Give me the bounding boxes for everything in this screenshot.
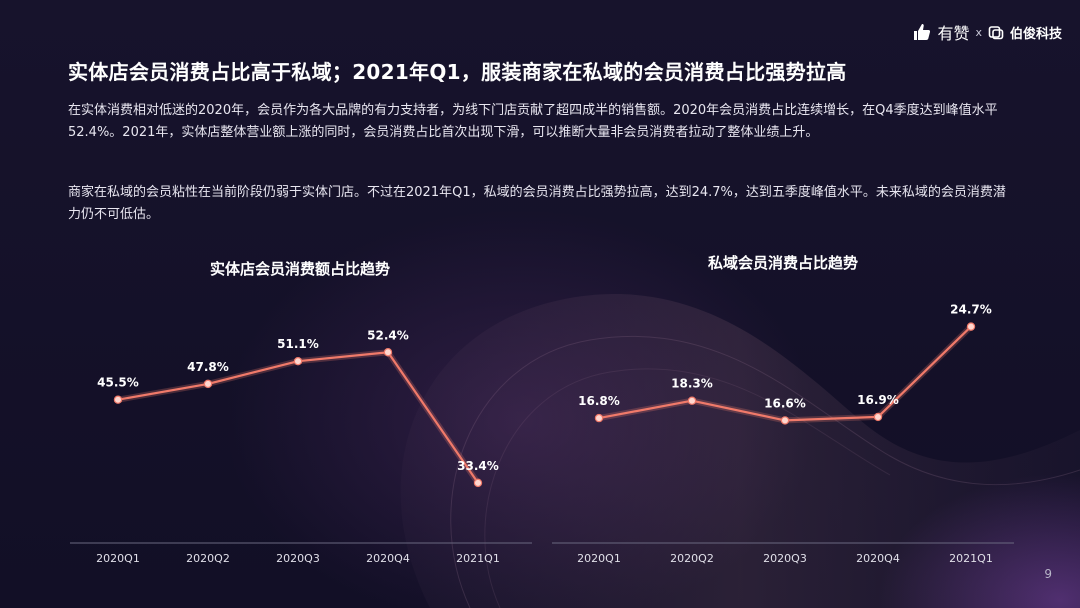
data-point-private [780,416,790,425]
tick-label-private: 2021Q1 [949,552,993,565]
paragraph-1: 在实体消费相对低迷的2020年，会员作为各大品牌的有力支持者，为线下门店贡献了超… [68,103,998,140]
thumbs-up-icon [914,24,931,40]
data-label-private: 24.7% [950,303,992,317]
data-point-store [113,395,123,404]
page-title: 实体店会员消费占比高于私域；2021年Q1，服装商家在私域的会员消费占比强势拉高 [68,60,847,84]
brand-separator: x [975,25,982,39]
tick-label-store: 2020Q2 [186,552,230,565]
tick-label-private: 2020Q4 [856,552,900,565]
data-label-private: 16.8% [578,394,620,408]
chart-title-private: 私域会员消费占比趋势 [707,254,858,272]
data-point-private [966,322,976,331]
data-label-private: 16.9% [857,393,899,407]
tick-label-private: 2020Q1 [577,552,621,565]
brand-logos: 有赞 x 伯俊科技 [913,20,1062,44]
data-point-store [383,348,393,357]
bojun-logo-icon [988,26,1004,40]
brand-youzan: 有赞 [937,24,970,43]
data-label-store: 51.1% [277,337,319,351]
data-label-store: 47.8% [187,360,229,374]
data-point-store [203,379,213,389]
data-label-private: 16.6% [764,396,806,410]
data-point-store [473,478,483,488]
data-label-store: 33.4% [457,459,499,473]
data-point-private [873,412,883,422]
tick-label-store: 2020Q3 [276,552,320,565]
page-number: 9 [1044,567,1052,581]
series-glow-store [115,349,481,486]
tick-label-store: 2021Q1 [456,552,500,565]
data-label-store: 52.4% [367,328,409,342]
tick-label-store: 2020Q1 [96,552,140,565]
brand-bojun: 伯俊科技 [1009,26,1062,42]
tick-label-private: 2020Q3 [763,552,807,565]
data-point-private [687,396,697,405]
data-point-private [594,413,604,423]
tick-label-private: 2020Q2 [670,552,714,565]
data-point-store [293,356,303,366]
data-label-store: 45.5% [97,376,139,390]
tick-label-store: 2020Q4 [366,552,410,565]
chart-title-store: 实体店会员消费额占比趋势 [209,260,390,278]
series-line-store [116,351,480,484]
data-label-private: 18.3% [671,377,713,391]
paragraph-2: 商家在私域的会员粘性在当前阶段仍弱于实体门店。不过在2021年Q1，私域的会员消… [68,185,1006,222]
